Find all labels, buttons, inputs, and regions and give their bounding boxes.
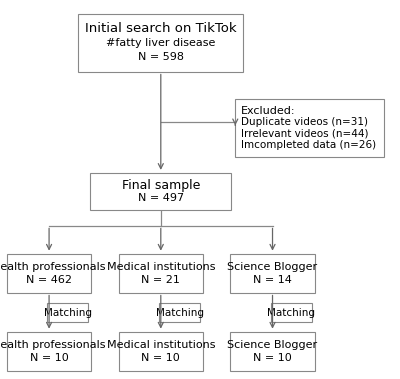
FancyBboxPatch shape [78, 14, 243, 72]
Text: Imcompleted data (n=26): Imcompleted data (n=26) [241, 141, 376, 150]
FancyBboxPatch shape [90, 173, 231, 210]
Text: N = 10: N = 10 [30, 352, 68, 363]
Text: Duplicate videos (n=31): Duplicate videos (n=31) [241, 117, 368, 127]
FancyBboxPatch shape [159, 303, 200, 323]
Text: Health professionals: Health professionals [0, 340, 106, 349]
FancyBboxPatch shape [230, 332, 315, 371]
FancyBboxPatch shape [47, 303, 88, 323]
Text: Initial search on TikTok: Initial search on TikTok [85, 22, 237, 35]
FancyBboxPatch shape [7, 332, 91, 371]
Text: Irrelevant videos (n=44): Irrelevant videos (n=44) [241, 129, 369, 139]
FancyBboxPatch shape [7, 254, 91, 293]
Text: Matching: Matching [267, 308, 315, 318]
Text: Health professionals: Health professionals [0, 262, 106, 272]
FancyBboxPatch shape [271, 303, 312, 323]
Text: N = 462: N = 462 [26, 274, 72, 285]
Text: Matching: Matching [44, 308, 92, 318]
Text: N = 10: N = 10 [253, 352, 292, 363]
Text: Matching: Matching [156, 308, 204, 318]
Text: Science Blogger: Science Blogger [228, 262, 318, 272]
Text: #fatty liver disease: #fatty liver disease [106, 38, 216, 48]
FancyBboxPatch shape [119, 332, 203, 371]
Text: N = 598: N = 598 [138, 52, 184, 62]
Text: Medical institutions: Medical institutions [106, 340, 215, 349]
Text: Science Blogger: Science Blogger [228, 340, 318, 349]
Text: Final sample: Final sample [122, 179, 200, 192]
Text: N = 21: N = 21 [141, 274, 180, 285]
Text: N = 14: N = 14 [253, 274, 292, 285]
FancyBboxPatch shape [230, 254, 315, 293]
Text: Excluded:: Excluded: [241, 106, 296, 116]
Text: N = 10: N = 10 [142, 352, 180, 363]
FancyBboxPatch shape [235, 99, 384, 157]
Text: N = 497: N = 497 [138, 193, 184, 202]
FancyBboxPatch shape [119, 254, 203, 293]
Text: Medical institutions: Medical institutions [106, 262, 215, 272]
